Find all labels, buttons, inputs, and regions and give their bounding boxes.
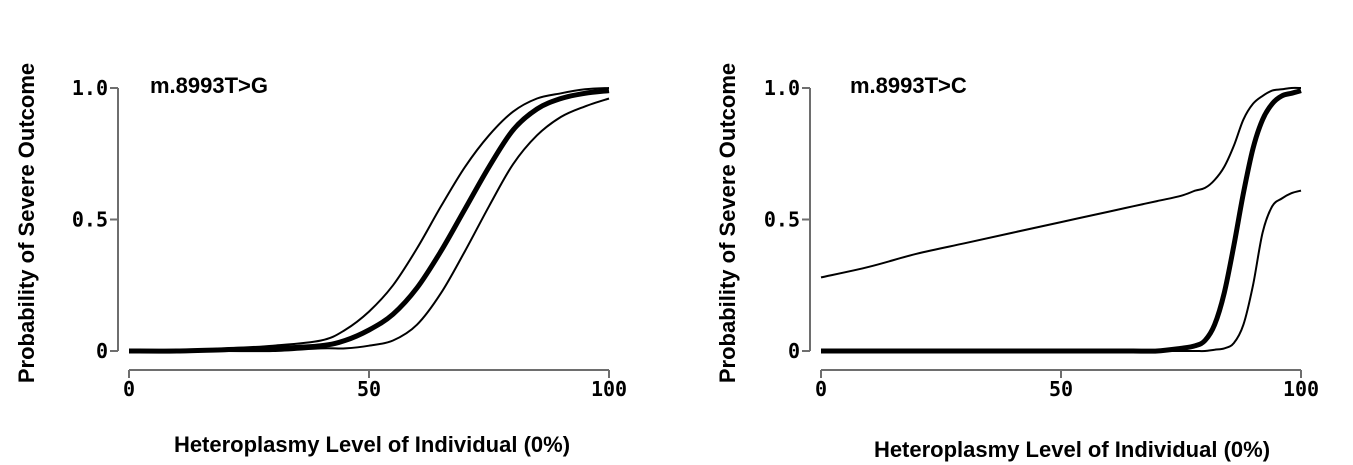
x-axis-label: Heteroplasmy Level of Individual (0%) [174,432,570,457]
upper-ci-line [128,87,610,353]
y-tick-label: 0.5 [764,208,800,232]
upper-ci-line [820,86,1302,279]
x-tick-label: 50 [357,377,381,401]
panel-right: Probability of Severe Outcome m.8993T>C … [715,63,1319,462]
x-tick-label: 100 [1283,377,1319,401]
x-tick-label: 50 [1049,377,1073,401]
plot-lines [128,87,610,354]
x-tick-label: 100 [591,377,627,401]
plot-lines [820,86,1302,354]
y-tick-label: 0.5 [72,208,108,232]
x-tick-label: 0 [815,377,827,401]
y-tick-label: 0 [96,339,108,363]
panel-title: m.8993T>G [150,73,268,98]
lower-ci-line [820,189,1302,353]
fit-line [820,88,1302,354]
panel-title: m.8993T>C [850,73,967,98]
y-tick-label: 1.0 [72,76,108,100]
panel-left: Probability of Severe Outcome m.8993T>G … [14,63,627,457]
axes: 0 0.5 1.0 0 50 100 [764,76,1319,401]
fit-line [128,88,610,354]
y-tick-label: 1.0 [764,76,800,100]
y-axis-label: Probability of Severe Outcome [14,63,39,383]
lower-ci-line [128,97,610,353]
y-axis-label: Probability of Severe Outcome [715,63,740,383]
axes: 0 0.5 1.0 0 50 100 [72,76,627,401]
x-tick-label: 0 [123,377,135,401]
y-tick-label: 0 [788,339,800,363]
x-axis-label: Heteroplasmy Level of Individual (0%) [874,437,1270,462]
